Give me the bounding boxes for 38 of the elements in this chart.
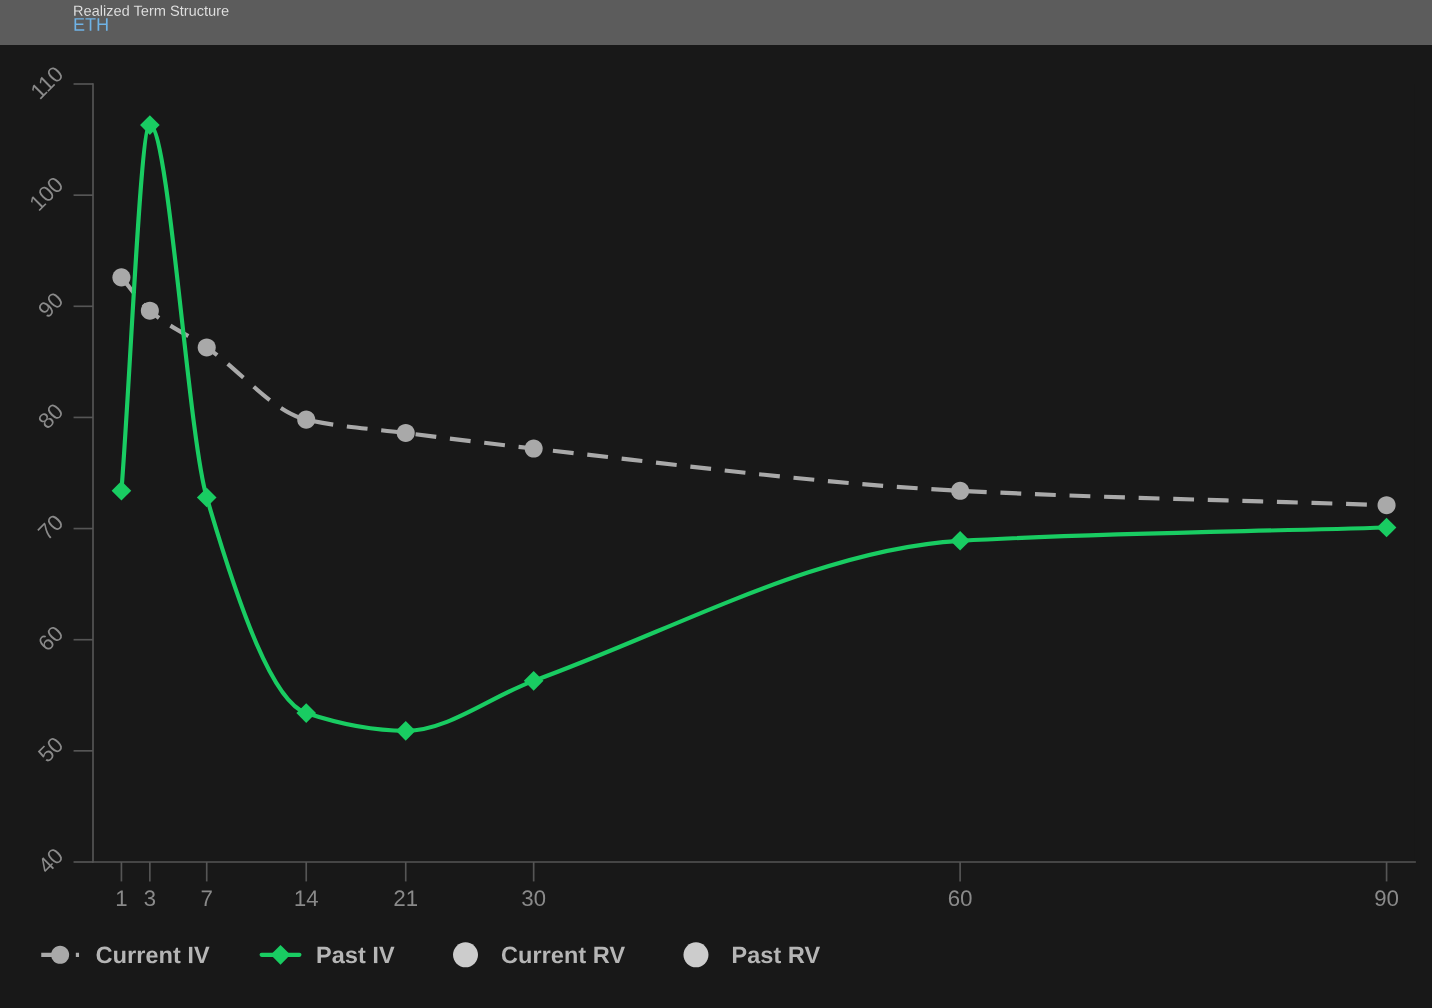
point xyxy=(297,410,316,429)
point xyxy=(950,530,970,551)
legend-label: Past IV xyxy=(317,946,395,964)
y-tick-label: 90 xyxy=(37,291,65,319)
legend-label: Past RV xyxy=(732,946,821,964)
x-tick-label: 7 xyxy=(201,890,212,906)
y-tick-label: 110 xyxy=(29,65,65,100)
point xyxy=(196,487,217,508)
point xyxy=(112,268,131,287)
x-tick-label: 30 xyxy=(522,890,546,907)
y-tick-label: 50 xyxy=(36,735,65,764)
point xyxy=(140,301,159,320)
y-tick-label: 100 xyxy=(28,175,65,212)
point xyxy=(524,439,543,458)
point xyxy=(523,671,544,691)
point xyxy=(111,480,132,501)
legend-label: Current RV xyxy=(501,946,625,964)
point xyxy=(1376,517,1397,538)
x-tick-label: 1 xyxy=(116,890,127,906)
y-tick-label: 70 xyxy=(37,513,65,541)
point xyxy=(197,338,216,357)
y-tick-label: 80 xyxy=(36,402,65,430)
x-tick-label: 14 xyxy=(295,890,318,906)
point xyxy=(395,721,416,741)
x-tick-label: 90 xyxy=(1375,890,1399,907)
x-tick-label: 3 xyxy=(144,890,156,907)
point xyxy=(296,703,317,723)
point xyxy=(396,423,415,443)
chart-title: Realized Term Structure xyxy=(74,5,229,16)
y-tick-label: 40 xyxy=(36,846,65,875)
x-tick-label: 21 xyxy=(394,890,418,906)
point xyxy=(951,481,970,500)
y-tick-label: 60 xyxy=(37,624,65,652)
point xyxy=(1377,496,1396,515)
x-tick-label: 60 xyxy=(948,890,972,907)
legend-label: Current IV xyxy=(96,946,210,964)
chart-subtitle: ETH xyxy=(74,18,108,31)
point xyxy=(140,115,160,135)
